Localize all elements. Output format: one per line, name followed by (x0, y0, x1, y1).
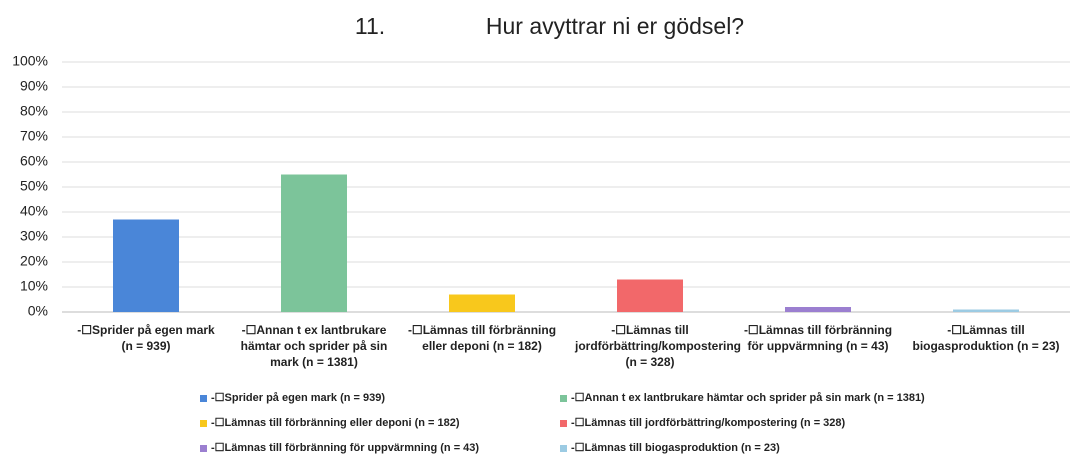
legend-swatch (560, 444, 567, 452)
x-tick-label: -☐Lämnas till biogasproduktion (n = 23) (912, 323, 1060, 353)
bar (953, 309, 1019, 312)
legend-swatch (560, 419, 567, 427)
legend-swatch (200, 444, 207, 452)
y-tick-label: 80% (20, 103, 48, 119)
bar (785, 307, 851, 312)
y-tick-label: 0% (28, 303, 48, 319)
x-tick-label: -☐Sprider på egen mark (n = 939) (77, 323, 215, 353)
y-tick-label: 50% (20, 178, 48, 194)
bar (281, 174, 347, 312)
y-tick-label: 40% (20, 203, 48, 219)
legend-entry: -☐Lämnas till biogasproduktion (n = 23) (560, 441, 780, 454)
x-tick-label: -☐Annan t ex lantbrukare hämtar och spri… (240, 323, 388, 369)
y-tick-label: 10% (20, 278, 48, 294)
y-tick-label: 90% (20, 78, 48, 94)
chart-number: 11. (355, 13, 385, 39)
y-tick-label: 100% (12, 53, 48, 69)
legend-label: -☐Lämnas till förbränning eller deponi (… (211, 417, 460, 429)
x-tick-label: -☐Lämnas till förbränning för uppvärmnin… (743, 323, 893, 353)
y-tick-label: 30% (20, 228, 48, 244)
y-tick-label: 20% (20, 253, 48, 269)
legend-entry: -☐Lämnas till jordförbättring/komposteri… (560, 416, 845, 429)
legend-label: -☐Lämnas till jordförbättring/komposteri… (571, 417, 846, 429)
legend-entry: -☐Sprider på egen mark (n = 939) (200, 391, 385, 404)
x-tick-label: -☐Lämnas till förbränning eller deponi (… (407, 323, 557, 353)
legend-label: -☐Lämnas till biogasproduktion (n = 23) (571, 442, 780, 454)
bar (113, 219, 179, 312)
legend-swatch (560, 394, 567, 402)
legend-label: -☐Sprider på egen mark (n = 939) (211, 392, 386, 404)
x-tick-label: -☐Lämnas till jordförbättring/komposteri… (575, 323, 741, 369)
legend-entry: -☐Annan t ex lantbrukare hämtar och spri… (560, 391, 925, 404)
legend-entry: -☐Lämnas till förbränning eller deponi (… (200, 416, 460, 429)
legend-swatch (200, 419, 207, 427)
legend-label: -☐Annan t ex lantbrukare hämtar och spri… (571, 392, 925, 404)
y-tick-label: 70% (20, 128, 48, 144)
legend-entry: -☐Lämnas till förbränning för uppvärmnin… (200, 441, 479, 454)
legend-label: -☐Lämnas till förbränning för uppvärmnin… (211, 442, 480, 454)
chart-title: Hur avyttrar ni er gödsel? (486, 13, 744, 39)
y-tick-label: 60% (20, 153, 48, 169)
legend-swatch (200, 394, 207, 402)
bar (449, 294, 515, 312)
bar (617, 279, 683, 312)
